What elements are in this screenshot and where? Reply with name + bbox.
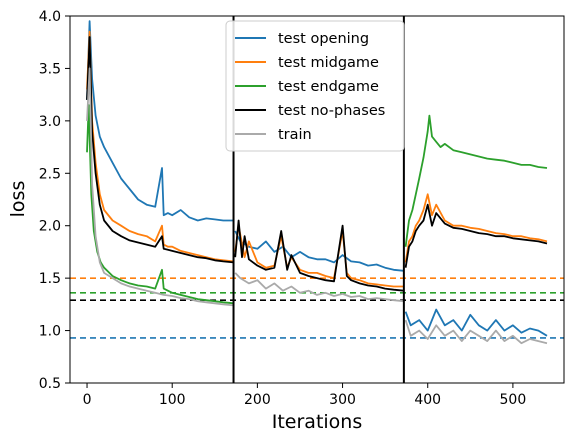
x-tick-label-3: 300 (329, 392, 356, 408)
y-tick-label-3: 2.0 (39, 219, 61, 235)
axes-frame (69, 15, 565, 384)
x-tick-label-4: 400 (414, 392, 441, 408)
legend: test opening test midgame test endgame test… (225, 20, 405, 152)
series-line-1-segment-0 (86, 30, 234, 263)
series-line-0-segment-0 (86, 20, 234, 222)
axes: 0 100 200 300 400 500 0.5 1.0 1.5 2.0 2.5 3.0 3.5 4.0 (39, 9, 565, 408)
x-axis-title: Iterations (272, 411, 363, 433)
y-tick-label-5: 3.0 (39, 114, 61, 130)
series-line-3-segment-1 (234, 219, 404, 292)
series-line-4-segment-2 (404, 319, 548, 345)
series-line-3-segment-0 (86, 36, 234, 264)
series-line-0-segment-1 (234, 230, 404, 272)
x-tick-label-1: 100 (159, 392, 186, 408)
plot-content (70, 16, 564, 383)
series-line-1-segment-1 (234, 224, 404, 288)
x-tick-label-0: 0 (83, 392, 92, 408)
series-line-3-segment-2 (404, 203, 548, 268)
series-line-2-segment-1 (404, 114, 548, 247)
series-line-0-segment-2 (404, 308, 548, 337)
y-tick-label-6: 3.5 (39, 61, 61, 77)
y-tick-label-1: 1.0 (39, 324, 61, 340)
series-line-1-segment-2 (404, 193, 548, 263)
y-tick-label-7: 4.0 (39, 9, 61, 25)
x-tick-label-5: 500 (500, 392, 527, 408)
legend-label-1: test midgame (278, 55, 379, 71)
legend-box (225, 20, 405, 152)
legend-label-2: test endgame (278, 79, 379, 95)
legend-label-4: train (278, 127, 312, 143)
series-line-4-segment-1 (234, 272, 404, 303)
y-axis-title: loss (7, 181, 29, 218)
plot-area (70, 16, 564, 383)
y-tick-label-4: 2.5 (39, 166, 61, 182)
y-tick-label-0: 0.5 (39, 376, 61, 392)
legend-label-3: test no-phases (278, 103, 385, 119)
series-line-2-segment-0 (86, 104, 234, 305)
y-tick-label-2: 1.5 (39, 271, 61, 287)
x-tick-label-2: 200 (244, 392, 271, 408)
series-line-4-segment-0 (86, 67, 234, 307)
legend-label-0: test opening (278, 31, 369, 47)
